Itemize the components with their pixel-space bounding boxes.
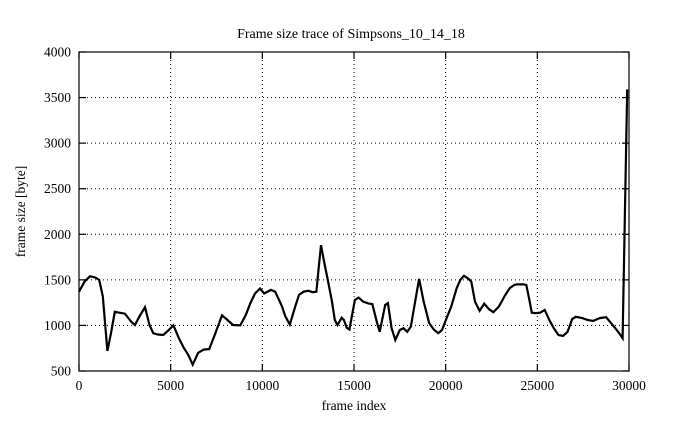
x-tick-label: 15000 [337, 378, 371, 393]
chart-title: Frame size trace of Simpsons_10_14_18 [237, 27, 465, 42]
y-axis-label: frame size [byte] [13, 166, 28, 257]
x-tick-label: 30000 [612, 378, 646, 393]
frame-size-trace-line [78, 89, 629, 368]
y-tick-label: 2000 [44, 227, 71, 242]
y-tick-label: 1500 [44, 272, 71, 287]
x-tick-label: 0 [76, 378, 83, 393]
x-tick-label: 10000 [245, 378, 279, 393]
tick-label-layer: 0 5000 10000 15000 20000 25000 30000 500 1000 150… [44, 45, 646, 394]
x-tick-label: 5000 [157, 378, 184, 393]
plot-border [78, 51, 630, 372]
y-tick-label: 500 [51, 364, 72, 379]
x-axis-label: frame index [322, 398, 387, 413]
tick-layer [78, 51, 630, 372]
y-tick-label: 4000 [44, 45, 71, 60]
y-tick-label: 3500 [44, 90, 71, 105]
x-tick-label: 20000 [429, 378, 463, 393]
y-tick-label: 1000 [44, 318, 71, 333]
grid-layer [79, 52, 629, 371]
x-tick-label: 25000 [520, 378, 554, 393]
y-tick-label: 3000 [44, 136, 71, 151]
y-tick-label: 2500 [44, 181, 71, 196]
